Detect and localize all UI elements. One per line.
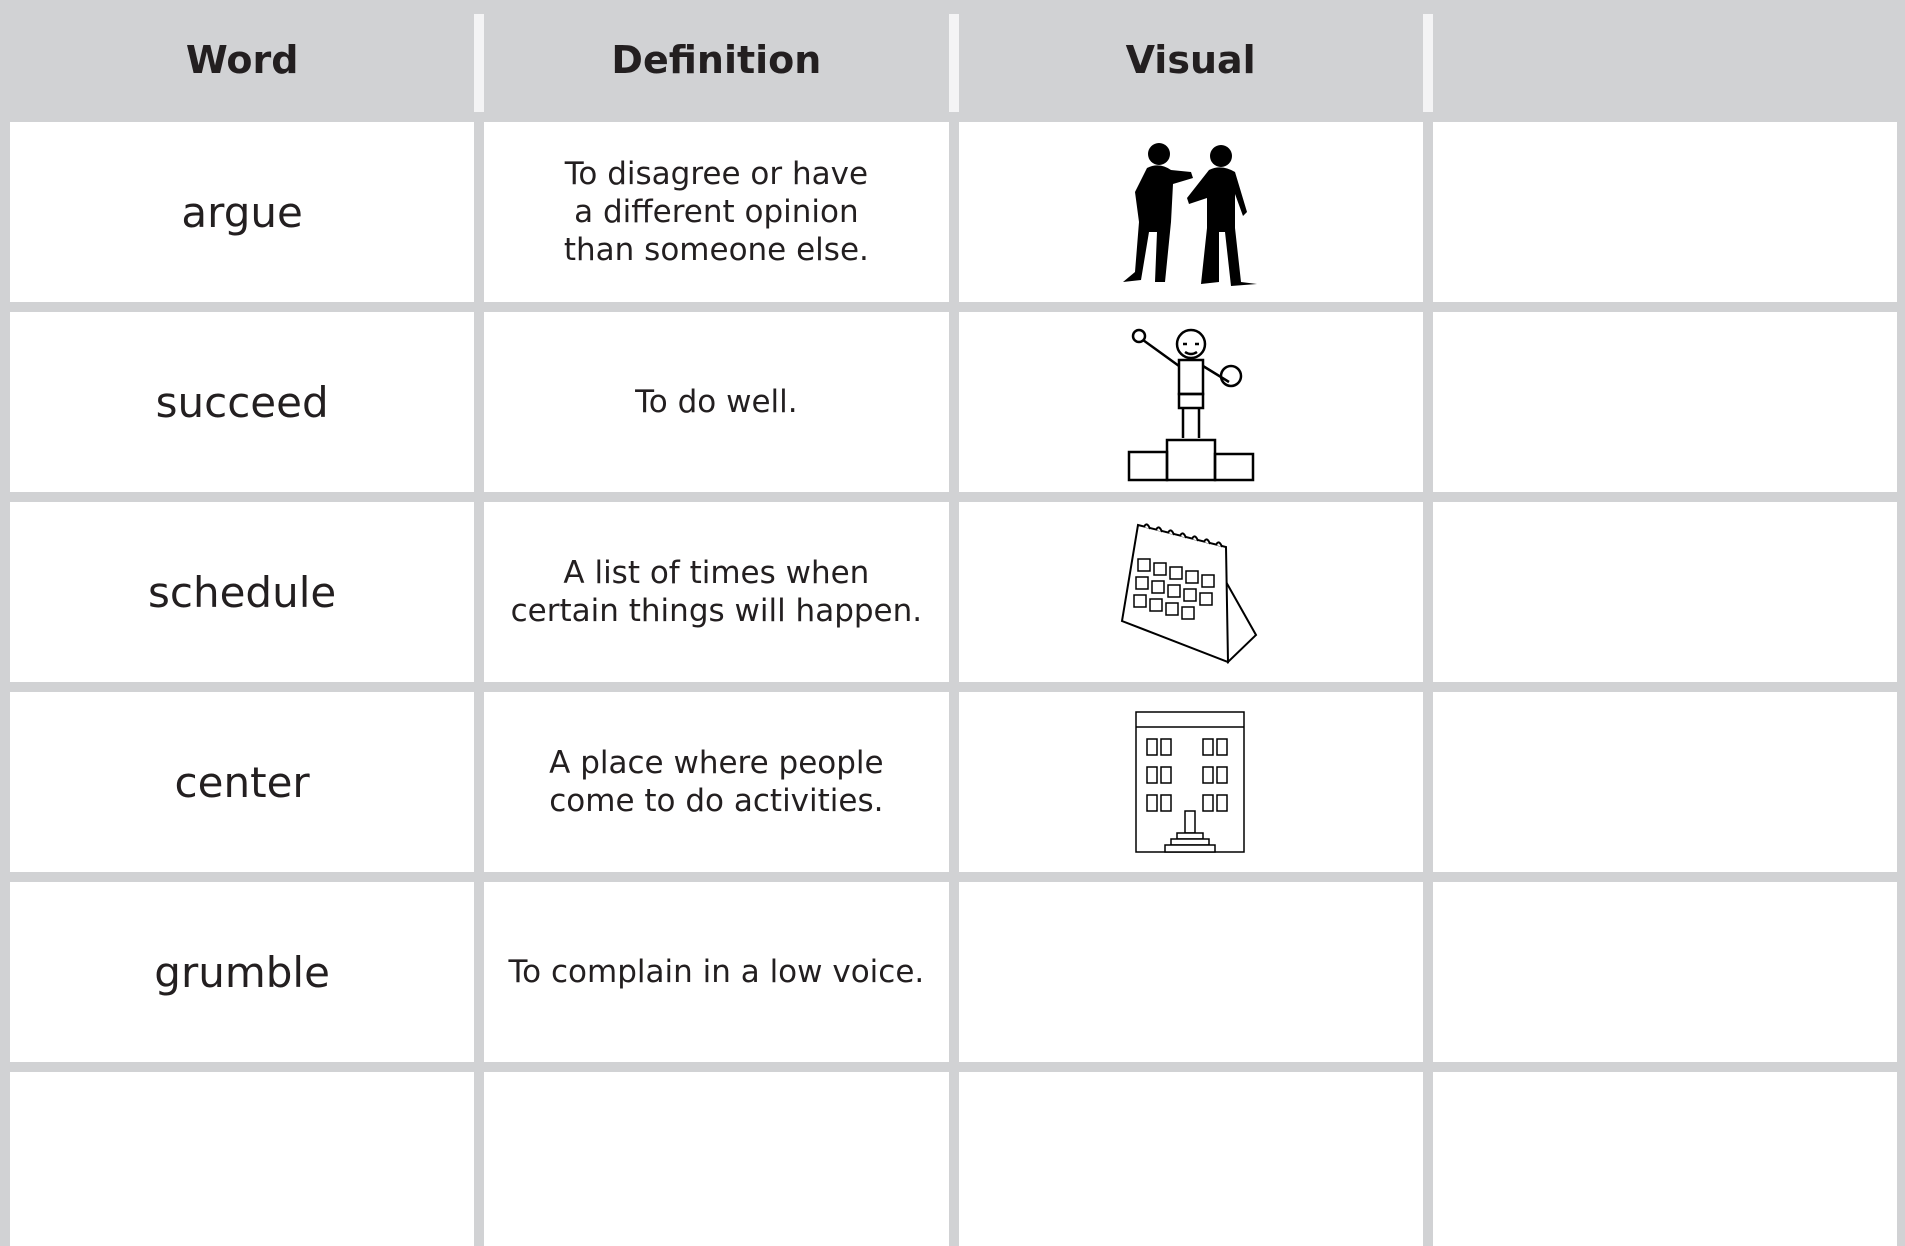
header-cell: Visual bbox=[948, 8, 1423, 112]
header-cell bbox=[1422, 8, 1897, 112]
word-cell: grumble bbox=[10, 882, 475, 1062]
empty-cell bbox=[1432, 502, 1897, 682]
building-icon bbox=[1134, 711, 1245, 853]
word-cell: center bbox=[10, 692, 475, 872]
definition-cell: To do well. bbox=[484, 312, 949, 492]
definition-line: A place where people bbox=[549, 745, 884, 781]
empty-cell bbox=[10, 1072, 475, 1246]
definition-cell: A list of times when certain things will… bbox=[484, 502, 949, 682]
definition-line: A list of times when bbox=[563, 555, 870, 591]
header-cell: Word bbox=[10, 8, 475, 112]
empty-cell bbox=[484, 1072, 949, 1246]
word-cell: argue bbox=[10, 122, 475, 302]
calendar-icon bbox=[1120, 523, 1257, 665]
definition-line: come to do activities. bbox=[549, 783, 884, 819]
winner-icon bbox=[1127, 328, 1254, 482]
definition-cell: A place where people come to do activiti… bbox=[484, 692, 949, 872]
empty-cell bbox=[958, 1072, 1423, 1246]
empty-cell bbox=[1432, 882, 1897, 1062]
definition-line: To complain in a low voice. bbox=[508, 954, 925, 990]
word-cell: schedule bbox=[10, 502, 475, 682]
visual-cell bbox=[958, 312, 1423, 492]
visual-cell bbox=[958, 882, 1423, 1062]
header-cell: Definition bbox=[474, 8, 949, 112]
empty-cell bbox=[1432, 1072, 1897, 1246]
definition-line: To do well. bbox=[635, 384, 798, 420]
definition-cell: To disagree or have a different opinion … bbox=[484, 122, 949, 302]
definition-cell: To complain in a low voice. bbox=[484, 882, 949, 1062]
visual-cell bbox=[958, 692, 1423, 872]
definition-line: a different opinion bbox=[574, 194, 859, 230]
arguing-icon bbox=[1122, 143, 1257, 286]
visual-cell bbox=[958, 122, 1423, 302]
word-cell: succeed bbox=[10, 312, 475, 492]
empty-cell bbox=[1432, 692, 1897, 872]
definition-line: certain things will happen. bbox=[510, 593, 923, 629]
visual-cell bbox=[958, 502, 1423, 682]
definition-line: than someone else. bbox=[563, 232, 869, 268]
empty-cell bbox=[1432, 312, 1897, 492]
definition-line: To disagree or have bbox=[564, 156, 869, 192]
empty-cell bbox=[1432, 122, 1897, 302]
